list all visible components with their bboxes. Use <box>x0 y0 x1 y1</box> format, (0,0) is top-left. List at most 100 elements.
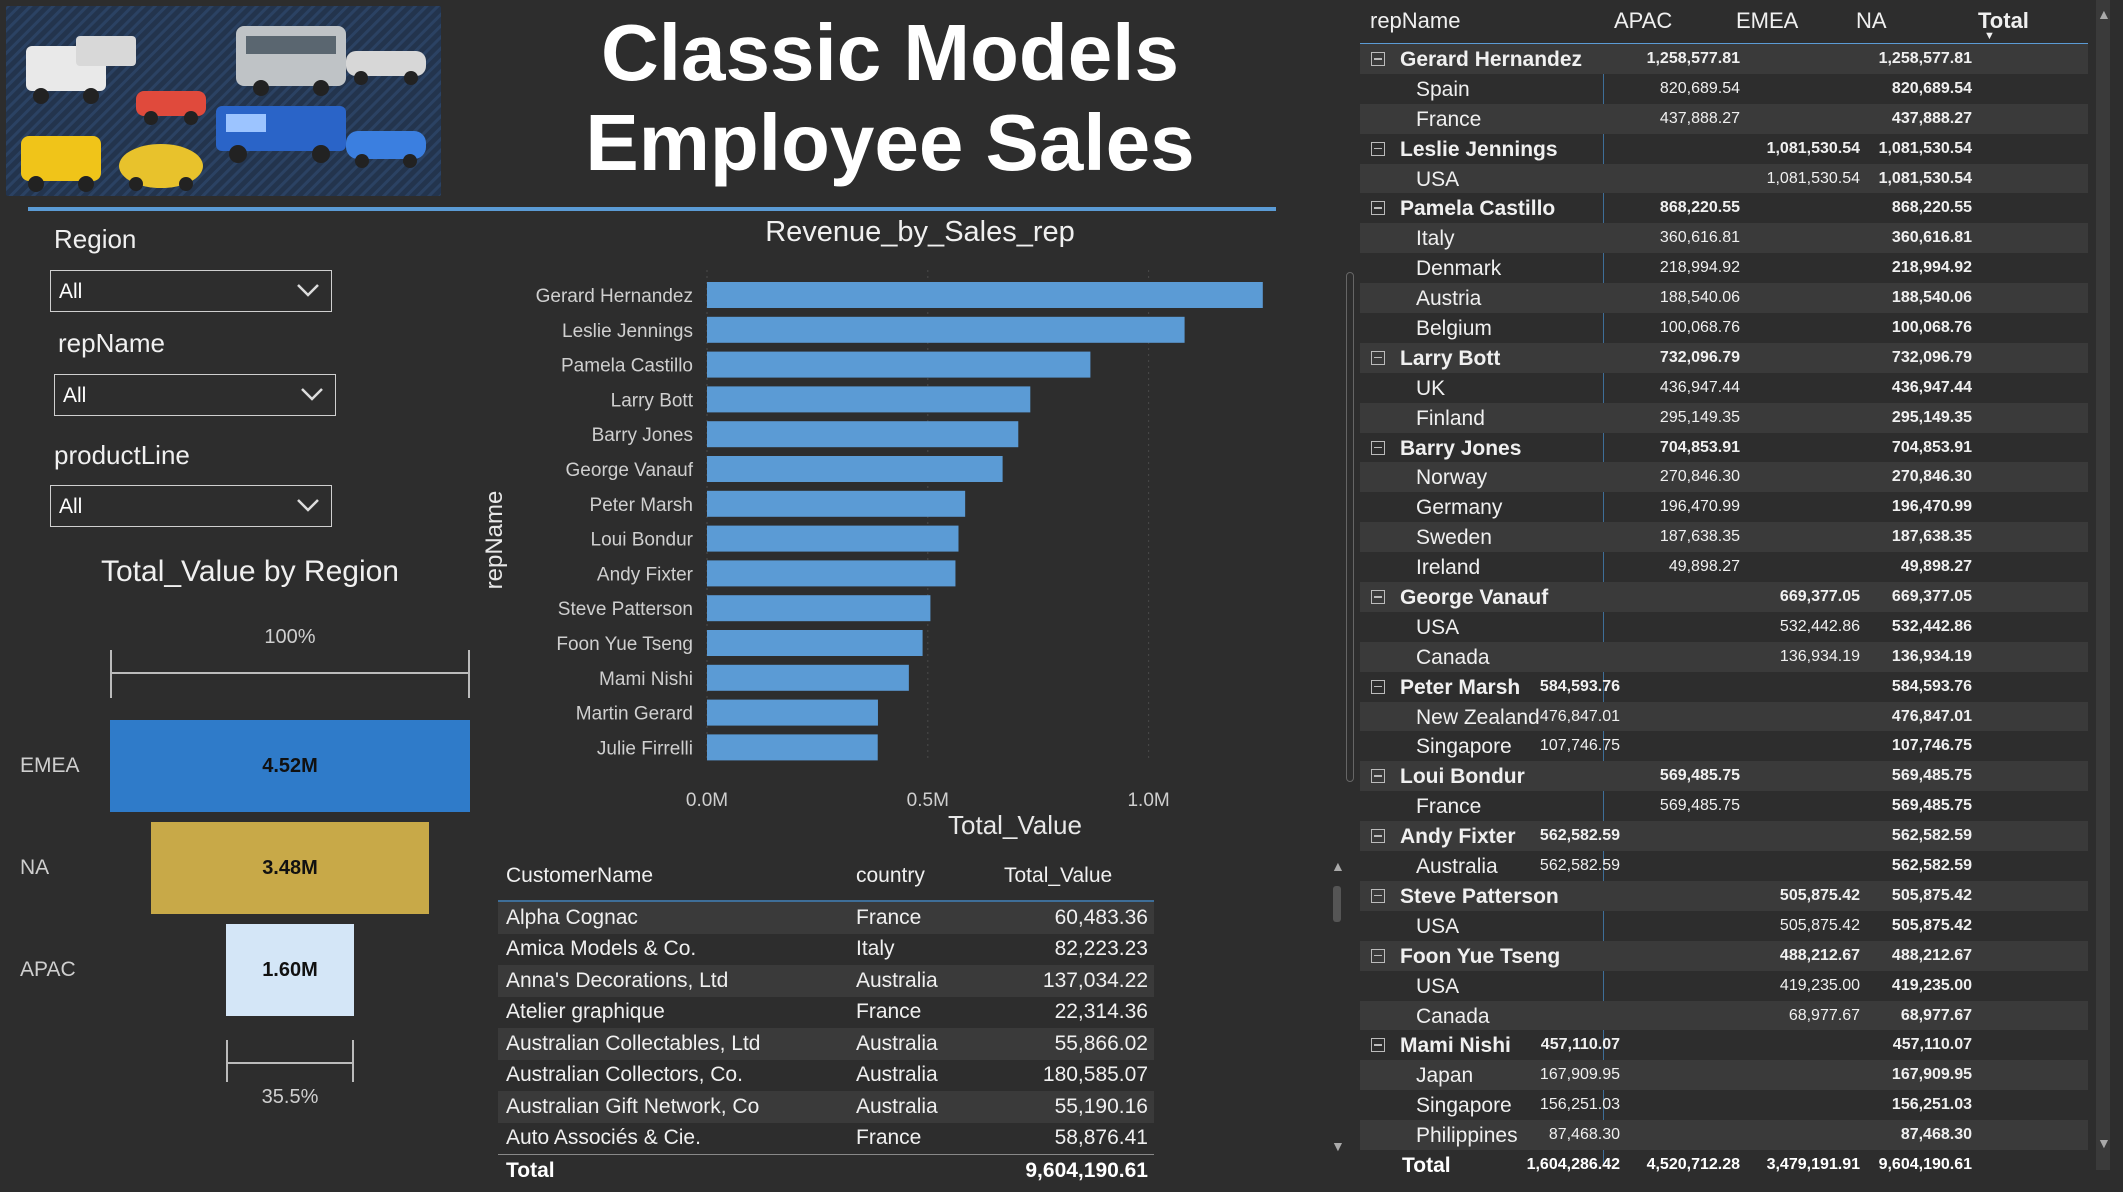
table-row[interactable]: Australian Collectors, Co. Australia 180,5… <box>498 1060 1154 1092</box>
collapse-icon[interactable] <box>1371 679 1385 694</box>
collapse-icon[interactable] <box>1371 440 1385 455</box>
collapse-icon[interactable] <box>1371 52 1385 66</box>
matrix-child-row[interactable]: Canada 68,977.67 68,977.67 <box>1360 1000 2088 1031</box>
funnel-bar[interactable]: 3.48M <box>151 822 429 914</box>
matrix-group-row[interactable]: Loui Bondur 569,485.75 569,485.75 <box>1360 761 2088 792</box>
matrix-child-row[interactable]: Italy 360,616.81 360,616.81 <box>1360 223 2088 254</box>
matrix-child-row[interactable]: USA 419,235.00 419,235.00 <box>1360 971 2088 1001</box>
collapse-icon[interactable] <box>1371 888 1385 903</box>
total-value-cell: 60,483.36 <box>1054 905 1148 929</box>
matrix-child-row[interactable]: Singapore 107,746.75 107,746.75 <box>1360 731 2088 761</box>
bar[interactable] <box>707 525 959 552</box>
matrix-country-name: France <box>1416 107 1482 131</box>
matrix-rep-name: George Vanauf <box>1400 586 1549 610</box>
bar[interactable] <box>707 490 966 517</box>
matrix-child-row[interactable]: Philippines 87,468.30 87,468.30 <box>1360 1120 2088 1150</box>
productline-dropdown[interactable]: All <box>50 485 332 527</box>
bar[interactable] <box>707 560 956 587</box>
repname-dropdown[interactable]: All <box>54 374 336 416</box>
matrix-group-row[interactable]: Mami Nishi 457,110.07 457,110.07 <box>1360 1030 2088 1060</box>
customer-table-scrollbar[interactable]: ▲ ▼ <box>1330 858 1345 1158</box>
matrix-scrollbar[interactable]: ▲ ▼ <box>2096 0 2111 1170</box>
bar[interactable] <box>707 282 1263 308</box>
matrix-header-total[interactable]: Total <box>1978 8 2029 33</box>
bar[interactable] <box>707 421 1019 448</box>
bar[interactable] <box>707 351 1091 378</box>
matrix-child-row[interactable]: Norway 270,846.30 270,846.30 <box>1360 462 2088 493</box>
matrix-group-row[interactable]: Andy Fixter 562,582.59 562,582.59 <box>1360 821 2088 852</box>
matrix-child-row[interactable]: Sweden 187,638.35 187,638.35 <box>1360 522 2088 553</box>
matrix-child-row[interactable]: Japan 167,909.95 167,909.95 <box>1360 1060 2088 1091</box>
matrix-child-row[interactable]: USA 1,081,530.54 1,081,530.54 <box>1360 163 2088 194</box>
matrix-rep-name: Peter Marsh <box>1400 675 1521 699</box>
matrix-child-row[interactable]: USA 532,442.86 532,442.86 <box>1360 612 2088 642</box>
matrix-child-row[interactable]: France 569,485.75 569,485.75 <box>1360 791 2088 821</box>
region-dropdown[interactable]: All <box>50 270 332 312</box>
matrix-left-scroll-indicator[interactable] <box>1346 272 1354 782</box>
table-row[interactable]: Anna's Decorations, Ltd Australia 137,034.… <box>498 965 1154 997</box>
matrix-child-row[interactable]: New Zealand 476,847.01 476,847.01 <box>1360 701 2088 732</box>
matrix-child-row[interactable]: Ireland 49,898.27 49,898.27 <box>1360 552 2088 582</box>
collapse-icon[interactable] <box>1371 590 1385 605</box>
collapse-icon[interactable] <box>1371 769 1385 784</box>
collapse-icon[interactable] <box>1371 1038 1385 1053</box>
matrix-header-repname[interactable]: repName <box>1370 8 1461 33</box>
scroll-down-icon[interactable]: ▼ <box>1331 1138 1345 1154</box>
funnel-bar[interactable]: 4.52M <box>110 720 470 812</box>
bar[interactable] <box>707 699 878 726</box>
bar[interactable] <box>707 630 923 656</box>
collapse-icon[interactable] <box>1371 948 1385 963</box>
matrix-child-row[interactable]: Singapore 156,251.03 156,251.03 <box>1360 1090 2088 1120</box>
matrix-child-row[interactable]: Canada 136,934.19 136,934.19 <box>1360 641 2088 672</box>
scroll-up-icon[interactable]: ▲ <box>2097 6 2111 22</box>
matrix-group-row[interactable]: Leslie Jennings 1,081,530.54 1,081,530.54 <box>1360 134 2088 164</box>
matrix-child-row[interactable]: France 437,888.27 437,888.27 <box>1360 103 2088 134</box>
scroll-thumb[interactable] <box>1333 886 1341 922</box>
collapse-icon[interactable] <box>1371 141 1385 156</box>
matrix-header-na[interactable]: NA <box>1856 8 1887 33</box>
matrix-total-value: 87,468.30 <box>1900 1126 1972 1144</box>
matrix-group-row[interactable]: Peter Marsh 584,593.76 584,593.76 <box>1360 672 2088 702</box>
collapse-icon[interactable] <box>1371 350 1385 365</box>
table-row[interactable]: Amica Models & Co. Italy 82,223.23 <box>498 934 1154 966</box>
matrix-child-row[interactable]: Belgium 100,068.76 100,068.76 <box>1360 313 2088 343</box>
matrix-group-row[interactable]: George Vanauf 669,377.05 669,377.05 <box>1360 582 2088 612</box>
bar[interactable] <box>707 734 878 761</box>
country-cell: Australia <box>856 1063 938 1087</box>
matrix-header-apac[interactable]: APAC <box>1614 8 1673 33</box>
funnel-bar[interactable]: 1.60M <box>226 924 354 1016</box>
matrix-group-row[interactable]: Pamela Castillo 868,220.55 868,220.55 <box>1360 193 2088 223</box>
table-row[interactable]: Alpha Cognac France 60,483.36 <box>498 902 1154 934</box>
bar[interactable] <box>707 456 1003 482</box>
matrix-group-row[interactable]: Larry Bott 732,096.79 732,096.79 <box>1360 342 2088 373</box>
table-row[interactable]: Australian Gift Network, Co Australia 55,1… <box>498 1091 1154 1123</box>
bar[interactable] <box>707 316 1185 343</box>
matrix-group-row[interactable]: Steve Patterson 505,875.42 505,875.42 <box>1360 880 2088 911</box>
table-row[interactable]: Auto Associés & Cie. France 58,876.41 <box>498 1123 1154 1155</box>
matrix-group-row[interactable]: Barry Jones 704,853.91 704,853.91 <box>1360 433 2088 463</box>
matrix-group-row[interactable]: Foon Yue Tseng 488,212.67 488,212.67 <box>1360 940 2088 971</box>
matrix-child-row[interactable]: Spain 820,689.54 820,689.54 <box>1360 74 2088 104</box>
bar[interactable] <box>707 595 931 622</box>
matrix-child-row[interactable]: Finland 295,149.35 295,149.35 <box>1360 402 2088 433</box>
matrix-child-row[interactable]: USA 505,875.42 505,875.42 <box>1360 911 2088 941</box>
table-row[interactable]: Atelier graphique France 22,314.36 <box>498 997 1154 1029</box>
column-header-total-value[interactable]: Total_Value <box>1004 864 1113 887</box>
matrix-child-row[interactable]: Denmark 218,994.92 218,994.92 <box>1360 253 2088 283</box>
scroll-down-icon[interactable]: ▼ <box>2097 1135 2111 1151</box>
bar[interactable] <box>707 386 1031 413</box>
matrix-header-emea[interactable]: EMEA <box>1736 8 1799 33</box>
matrix-child-row[interactable]: UK 436,947.44 436,947.44 <box>1360 373 2088 403</box>
collapse-icon[interactable] <box>1371 829 1385 844</box>
matrix-group-row[interactable]: Gerard Hernandez 1,258,577.81 1,258,577.81 <box>1360 44 2088 74</box>
column-header-country[interactable]: country <box>856 864 925 887</box>
table-row[interactable]: Australian Collectables, Ltd Australia 55,… <box>498 1028 1154 1060</box>
bar[interactable] <box>707 664 909 691</box>
matrix-child-row[interactable]: Austria 188,540.06 188,540.06 <box>1360 283 2088 314</box>
matrix-child-row[interactable]: Australia 562,582.59 562,582.59 <box>1360 851 2088 881</box>
scroll-up-icon[interactable]: ▲ <box>1331 858 1345 874</box>
matrix-child-row[interactable]: Germany 196,470.99 196,470.99 <box>1360 492 2088 522</box>
sort-descending-icon[interactable]: ▼ <box>1984 30 1995 42</box>
collapse-icon[interactable] <box>1371 201 1385 216</box>
column-header-customername[interactable]: CustomerName <box>506 864 654 887</box>
